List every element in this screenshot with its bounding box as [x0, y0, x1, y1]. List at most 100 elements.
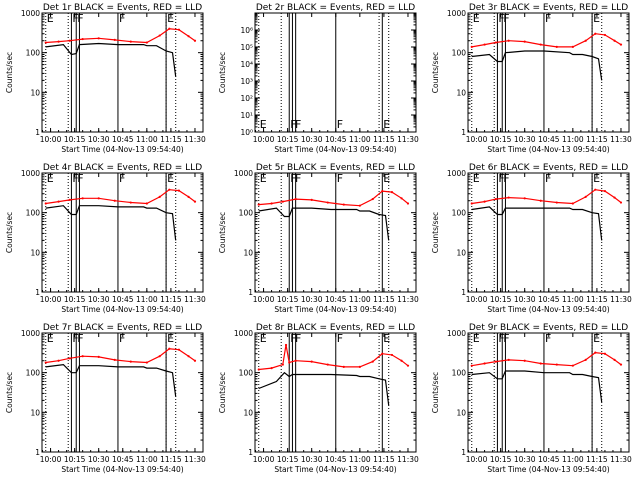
flag-label: F	[545, 332, 551, 345]
events-series-line	[45, 363, 177, 397]
flag-label: F	[72, 172, 78, 185]
x-tick-label: 11:30	[397, 295, 419, 304]
x-tick-label: 11:00	[349, 455, 371, 464]
y-tick-label: 100	[26, 209, 41, 218]
lld-point	[594, 351, 597, 354]
x-tick-label: 10:00	[253, 295, 275, 304]
flag-label: E	[383, 172, 390, 185]
lld-point	[571, 202, 574, 205]
x-axis-label: Start Time (04-Nov-13 09:54:40)	[61, 145, 183, 154]
lld-point	[603, 33, 607, 37]
lld-point	[326, 363, 329, 366]
plot-frame	[467, 12, 630, 133]
x-tick-label: 11:00	[136, 295, 158, 304]
x-tick-label: 10:00	[466, 455, 488, 464]
lld-point	[158, 355, 161, 358]
flag-label: F	[503, 332, 509, 345]
x-tick-label: 10:00	[253, 455, 275, 464]
flag-label: E	[473, 12, 480, 25]
lld-point	[613, 358, 616, 361]
panel-3: Det 3r BLACK = Events, RED = LLD 1 10 100 10…	[431, 3, 632, 154]
flag-label: F	[119, 172, 125, 185]
flag-label: F	[290, 172, 296, 185]
lld-point	[288, 361, 291, 364]
lld-point	[310, 360, 313, 363]
flag-label: E	[167, 332, 174, 345]
x-tick-label: 10:15	[277, 455, 299, 464]
x-tick-label: 10:00	[466, 135, 488, 144]
x-tick-label: 11:15	[160, 455, 182, 464]
x-tick-label: 11:30	[610, 295, 632, 304]
x-tick-label: 10:00	[40, 135, 62, 144]
x-axis-label: Start Time (04-Nov-13 09:54:40)	[487, 305, 609, 314]
x-tick-label: 11:30	[610, 135, 632, 144]
lld-point	[400, 359, 403, 362]
y-tick-label: 10	[456, 248, 466, 257]
lld-point	[270, 367, 273, 370]
lld-point	[603, 189, 607, 193]
x-tick-label: 11:30	[184, 455, 206, 464]
panel-6: Det 6r BLACK = Events, RED = LLD 1 10 100 10…	[431, 163, 632, 314]
lld-point	[187, 355, 190, 358]
x-tick-label: 11:15	[160, 295, 182, 304]
lld-point	[390, 190, 394, 194]
y-tick-label: 100	[26, 49, 41, 58]
flag-label: F	[290, 118, 296, 131]
flag-label: F	[72, 332, 78, 345]
events-series-line	[258, 207, 390, 241]
lld-point	[113, 38, 116, 41]
events-series-line	[471, 50, 603, 81]
y-tick-label: 1000	[234, 169, 253, 178]
y-tick-label: 10	[243, 408, 253, 417]
lld-point	[613, 196, 616, 199]
lld-point	[483, 200, 486, 203]
x-tick-label: 11:00	[136, 135, 158, 144]
lld-point	[281, 363, 284, 366]
lld-point	[81, 37, 84, 41]
lld-point	[470, 202, 473, 205]
x-axis-label: Start Time (04-Nov-13 09:54:40)	[61, 465, 183, 474]
y-tick-label: 10	[456, 88, 466, 97]
lld-point	[619, 201, 623, 204]
lld-point	[129, 360, 132, 363]
flag-label: E	[260, 118, 267, 131]
panel-5: Det 5r BLACK = Events, RED = LLD 1 10 100 10…	[218, 163, 419, 314]
lld-point	[358, 204, 361, 207]
x-tick-label: 10:00	[253, 135, 275, 144]
lld-point	[44, 41, 47, 44]
lld-point	[555, 201, 558, 204]
lld-point	[400, 197, 403, 200]
x-tick-label: 11:30	[397, 455, 419, 464]
lld-point	[68, 39, 71, 42]
flag-label: F	[545, 172, 551, 185]
lld-point	[406, 202, 410, 205]
lld-point	[187, 35, 190, 38]
lld-point	[44, 361, 47, 364]
lld-point	[193, 359, 197, 362]
lld-point	[257, 203, 260, 206]
lld-point	[310, 198, 313, 201]
flag-label: E	[473, 172, 480, 185]
x-tick-label: 10:45	[325, 295, 347, 304]
x-tick-label: 10:30	[514, 135, 536, 144]
x-tick-label: 10:30	[301, 455, 323, 464]
lld-point	[594, 188, 597, 191]
lld-point	[294, 359, 297, 362]
lld-point	[523, 40, 526, 43]
y-tick-label: 1000	[21, 329, 40, 338]
panel-title: Det 1r BLACK = Events, RED = LLD	[43, 3, 202, 13]
x-tick-label: 11:15	[160, 135, 182, 144]
panel-2: Det 2r BLACK = Events, RED = LLD 10⁰ 10¹ 10…	[218, 3, 419, 154]
flag-label: E	[593, 172, 600, 185]
panel-title: Det 6r BLACK = Events, RED = LLD	[469, 163, 628, 173]
lld-point	[168, 188, 171, 191]
flag-label: E	[167, 172, 174, 185]
x-tick-label: 11:15	[586, 455, 608, 464]
lld-point	[113, 199, 116, 202]
panel-title: Det 2r BLACK = Events, RED = LLD	[256, 3, 415, 13]
y-tick-label: 10	[456, 408, 466, 417]
lld-point	[507, 358, 510, 361]
x-axis-label: Start Time (04-Nov-13 09:54:40)	[487, 145, 609, 154]
lld-point	[68, 357, 71, 360]
lld-point	[371, 197, 374, 201]
